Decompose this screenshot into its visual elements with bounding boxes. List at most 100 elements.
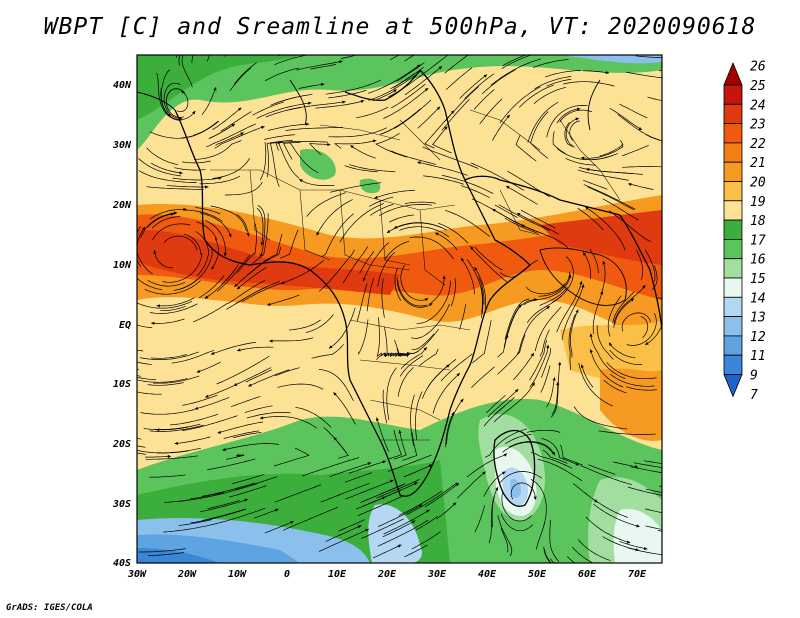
streamline	[536, 522, 546, 550]
streamline	[210, 341, 257, 355]
streamline	[504, 217, 539, 234]
streamline	[149, 208, 187, 220]
streamline-arrow	[450, 110, 455, 114]
colorbar-swatch	[723, 142, 743, 163]
streamline	[444, 55, 469, 74]
streamline	[600, 260, 606, 295]
streamline	[526, 283, 566, 295]
streamline	[612, 291, 635, 324]
streamline	[588, 464, 616, 475]
streamline	[391, 150, 436, 165]
colorbar-swatch	[723, 354, 743, 375]
streamline	[207, 499, 240, 510]
streamline-arrow	[323, 45, 327, 48]
streamline-arrow	[579, 281, 583, 285]
streamline	[404, 201, 437, 204]
lon-axis: 30W 20W 10W 0 10E 20E 30E 40E 50E 60E 70…	[127, 569, 647, 580]
streamline-arrow	[612, 577, 615, 580]
streamline-arrow	[259, 416, 264, 420]
streamline	[550, 558, 555, 563]
streamline-arrow	[580, 364, 584, 368]
colorbar-top-arrow	[723, 61, 743, 86]
streamline	[156, 297, 195, 307]
streamline	[172, 177, 222, 181]
streamline-arrow	[418, 504, 423, 508]
streamline	[286, 55, 288, 56]
streamline	[450, 278, 456, 307]
streamline	[244, 405, 273, 413]
streamline	[505, 185, 538, 205]
streamline	[404, 55, 415, 62]
streamline	[622, 166, 662, 168]
streamline	[151, 216, 181, 229]
streamline	[584, 153, 618, 161]
streamline-arrow	[224, 252, 228, 257]
streamline	[151, 318, 185, 324]
streamline	[415, 391, 423, 440]
streamline	[497, 515, 513, 557]
streamline	[424, 482, 460, 508]
streamline-arrow	[638, 127, 642, 130]
streamline	[220, 111, 252, 132]
streamline	[318, 369, 354, 402]
streamline-arrow	[602, 261, 606, 265]
streamline	[516, 305, 551, 355]
streamline	[259, 142, 267, 181]
streamline	[493, 382, 535, 423]
streamline	[516, 212, 559, 235]
colorbar-swatch	[723, 219, 743, 240]
streamline	[609, 350, 642, 365]
streamline	[178, 519, 213, 526]
streamline	[607, 295, 622, 337]
streamline	[434, 232, 458, 251]
streamline-arrow	[275, 508, 279, 512]
streamline-arrow	[179, 171, 183, 175]
streamline	[342, 246, 369, 284]
streamline	[199, 175, 241, 185]
streamline	[556, 280, 582, 333]
streamline	[214, 126, 265, 149]
streamline	[376, 317, 388, 358]
streamline	[149, 424, 204, 432]
streamline	[210, 123, 236, 139]
streamline	[404, 544, 428, 558]
streamline	[445, 67, 473, 90]
streamline	[621, 144, 649, 157]
streamline	[333, 392, 356, 425]
streamline	[434, 55, 449, 66]
streamline	[552, 131, 566, 154]
streamline-arrow	[342, 100, 346, 104]
streamline	[657, 530, 662, 532]
streamline	[626, 71, 662, 79]
streamline-arrow	[240, 132, 244, 136]
streamline	[480, 286, 484, 318]
streamline	[523, 274, 571, 306]
streamline	[230, 396, 261, 408]
streamline	[139, 548, 186, 553]
streamline	[288, 101, 346, 111]
colorbar-label: 20	[750, 176, 766, 191]
streamline	[349, 164, 396, 173]
streamline	[520, 209, 556, 229]
streamline	[137, 375, 141, 377]
streamline	[376, 350, 419, 360]
streamline-arrow	[577, 107, 581, 111]
streamline	[411, 333, 435, 351]
colorbar-label: 22	[750, 137, 766, 152]
streamline	[546, 105, 588, 138]
streamline-arrow	[495, 487, 498, 491]
streamline	[498, 204, 550, 232]
streamline-arrow	[237, 285, 241, 290]
streamline	[470, 162, 525, 191]
streamline	[256, 207, 264, 246]
streamline	[231, 474, 265, 485]
streamline-arrow	[299, 179, 303, 183]
streamline	[500, 527, 509, 553]
streamline	[481, 69, 516, 95]
streamline-arrow	[630, 298, 635, 302]
streamline	[510, 482, 536, 500]
streamline	[360, 484, 404, 503]
streamline	[328, 307, 356, 349]
streamline	[384, 241, 410, 260]
lat-label-20n: 20N	[112, 200, 132, 211]
